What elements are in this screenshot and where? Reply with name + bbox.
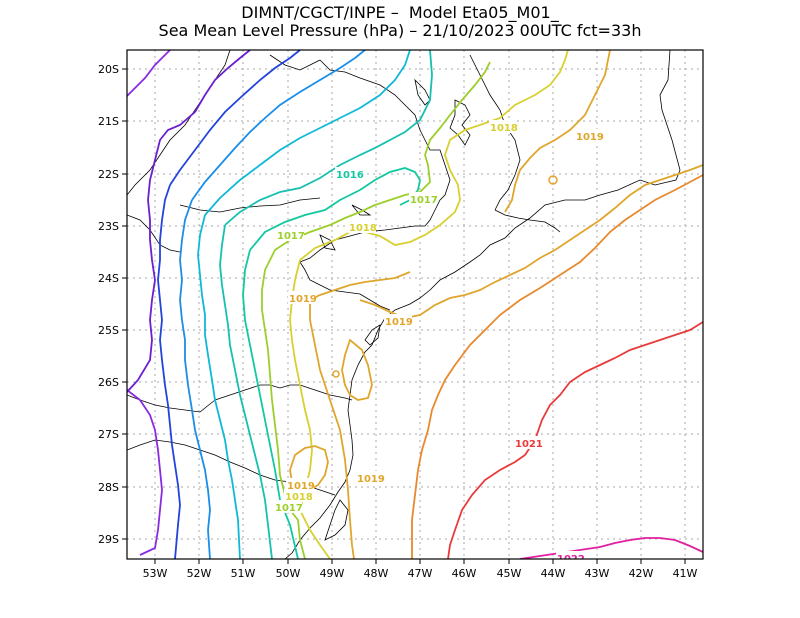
isobar-1021 [447, 321, 703, 559]
lat-tick-label: 23S [98, 220, 119, 233]
border-pr-sc [214, 384, 353, 401]
contour-label: 1019 [385, 317, 413, 328]
border-go [269, 54, 321, 71]
lon-tick-label: 43W [585, 567, 610, 580]
isobar-1012 [179, 50, 366, 559]
lon-tick-label: 42W [629, 567, 654, 580]
lon-tick-label: 47W [408, 567, 433, 580]
lon-tick-label: 50W [276, 567, 301, 580]
map-title: DIMNT/CGCT/INPE – Model Eta05_M01_ Sea M… [0, 4, 800, 40]
lat-tick-label: 29S [98, 533, 119, 546]
contour-label: 1021 [515, 439, 543, 450]
high-pressure-marker [548, 175, 558, 185]
border-sp-pr [299, 261, 391, 311]
border-ms [127, 50, 231, 196]
isobar-1019-bay [341, 338, 373, 401]
isobar-1019-coast [359, 164, 703, 319]
isobar-1011 [157, 50, 301, 559]
isobar-1019-south [309, 271, 411, 559]
contour-label: 1018 [490, 123, 518, 134]
isobar-1010 [127, 50, 251, 393]
lat-tick-label: 20S [98, 63, 119, 76]
tick-marks [122, 68, 686, 564]
title-line-2: Sea Mean Level Pressure (hPa) – 21/10/20… [158, 21, 642, 40]
isobar-1020 [411, 174, 703, 559]
lat-tick-label: 25S [98, 324, 119, 337]
high-pressure-marker [332, 370, 340, 378]
lon-tick-label: 46W [452, 567, 477, 580]
lon-tick-label: 44W [541, 567, 566, 580]
reservoir-furnas [449, 99, 471, 146]
contour-label: 1022 [557, 554, 585, 565]
lon-tick-label: 41W [673, 567, 698, 580]
lon-tick-label: 48W [364, 567, 389, 580]
lat-tick-label: 28S [98, 481, 119, 494]
reservoir-ilha [319, 234, 336, 251]
isobar-1009 [127, 50, 171, 556]
isobars [127, 50, 703, 559]
lat-tick-label: 26S [98, 376, 119, 389]
border-paraguay [127, 214, 181, 253]
contour-label: 1018 [349, 223, 377, 234]
border-rj [494, 209, 561, 233]
contour-labels: 1016 1017 1018 1019 1017 1018 1019 1019 … [275, 123, 604, 565]
lat-tick-label: 27S [98, 428, 119, 441]
contour-label: 1019 [357, 474, 385, 485]
longitude-labels: 53W 52W 51W 50W 49W 48W 47W 46W 45W 44W … [143, 567, 698, 580]
contour-label: 1019 [289, 294, 317, 305]
isobar-1022 [519, 537, 703, 559]
contour-label: 1017 [410, 195, 438, 206]
contour-label: 1017 [275, 503, 303, 514]
contour-label: 1016 [336, 170, 364, 181]
reservoir-tiete [351, 204, 372, 216]
isobar-1019-north [504, 50, 611, 213]
isobar-1013 [197, 50, 411, 559]
reservoir-minas [414, 78, 431, 106]
lat-tick-label: 21S [98, 115, 119, 128]
border-argentina [127, 394, 216, 413]
contour-label: 1018 [285, 492, 313, 503]
contour-label: 1019 [576, 132, 604, 143]
lon-tick-label: 51W [231, 567, 256, 580]
latitude-labels: 20S 21S 22S 23S 24S 25S 26S 27S 28S 29S [98, 63, 119, 546]
lagoon-patos [324, 499, 349, 541]
title-line-1: DIMNT/CGCT/INPE – Model Eta05_M01_ [241, 3, 559, 22]
lat-tick-label: 22S [98, 168, 119, 181]
isobar-1014 [219, 50, 433, 559]
lon-tick-label: 49W [320, 567, 345, 580]
lon-tick-label: 53W [143, 567, 168, 580]
lon-tick-label: 52W [187, 567, 212, 580]
border-mg-sp [299, 59, 451, 263]
lon-tick-label: 45W [497, 567, 522, 580]
border-mg-es [469, 54, 521, 211]
map-frame [126, 49, 704, 560]
island-santa-catarina [364, 324, 381, 346]
contour-label: 1017 [277, 231, 305, 242]
lat-tick-label: 24S [98, 272, 119, 285]
contour-label: 1019 [287, 481, 315, 492]
